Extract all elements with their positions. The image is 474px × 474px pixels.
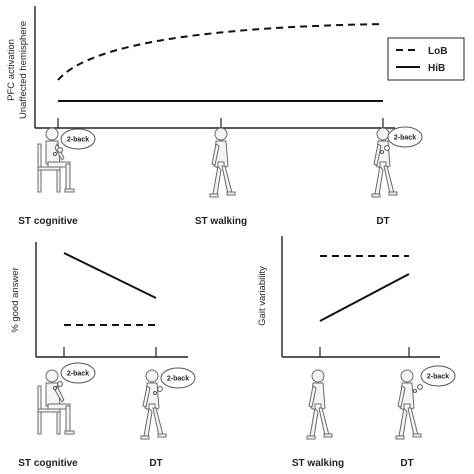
legend-hib-label: HiB bbox=[428, 63, 445, 74]
bl-condition-1: ST cognitive bbox=[18, 458, 78, 469]
walking-person-icon bbox=[209, 127, 236, 198]
br-ylabel: Gait variability bbox=[257, 266, 268, 326]
top-condition-2: ST walking bbox=[195, 216, 247, 227]
bubble-text: 2-back bbox=[427, 374, 449, 381]
thought-bubble-icon: 2-back bbox=[413, 365, 456, 393]
bl-hib-line bbox=[63, 252, 157, 299]
top-condition-3: DT bbox=[376, 216, 389, 227]
top-ylabel-line2: Unaffected hemisphere bbox=[18, 21, 29, 119]
legend: LoB HiB bbox=[387, 37, 465, 81]
bubble-text: 2-back bbox=[67, 371, 89, 378]
bubble-text: 2-back bbox=[394, 135, 416, 142]
bottom-right-panel: Gait variability 2-back ST walking DT bbox=[257, 236, 456, 469]
bottom-left-panel: % good answer 2-back 2-back ST cognitive… bbox=[10, 242, 196, 469]
walking-person-icon bbox=[306, 369, 333, 440]
br-condition-2: DT bbox=[400, 458, 413, 469]
legend-lob-label: LoB bbox=[428, 46, 447, 57]
top-condition-1: ST cognitive bbox=[18, 216, 78, 227]
bl-condition-2: DT bbox=[149, 458, 162, 469]
thought-bubble-icon: 2-back bbox=[53, 362, 96, 390]
walking-person-icon bbox=[395, 369, 422, 440]
top-ylabel-line1: PFC activation bbox=[6, 39, 17, 101]
thought-bubble-icon: 2-back bbox=[53, 128, 96, 156]
bl-ylabel: % good answer bbox=[10, 267, 21, 332]
thought-bubble-icon: 2-back bbox=[380, 126, 423, 154]
bubble-text: 2-back bbox=[167, 376, 189, 383]
bubble-text: 2-back bbox=[67, 137, 89, 144]
br-hib-line bbox=[319, 273, 410, 322]
top-panel: PFC activation Unaffected hemisphere LoB… bbox=[6, 6, 465, 227]
br-condition-1: ST walking bbox=[292, 458, 344, 469]
legend-box bbox=[387, 37, 465, 81]
thought-bubble-icon: 2-back bbox=[153, 367, 196, 395]
top-lob-curve bbox=[57, 23, 384, 81]
